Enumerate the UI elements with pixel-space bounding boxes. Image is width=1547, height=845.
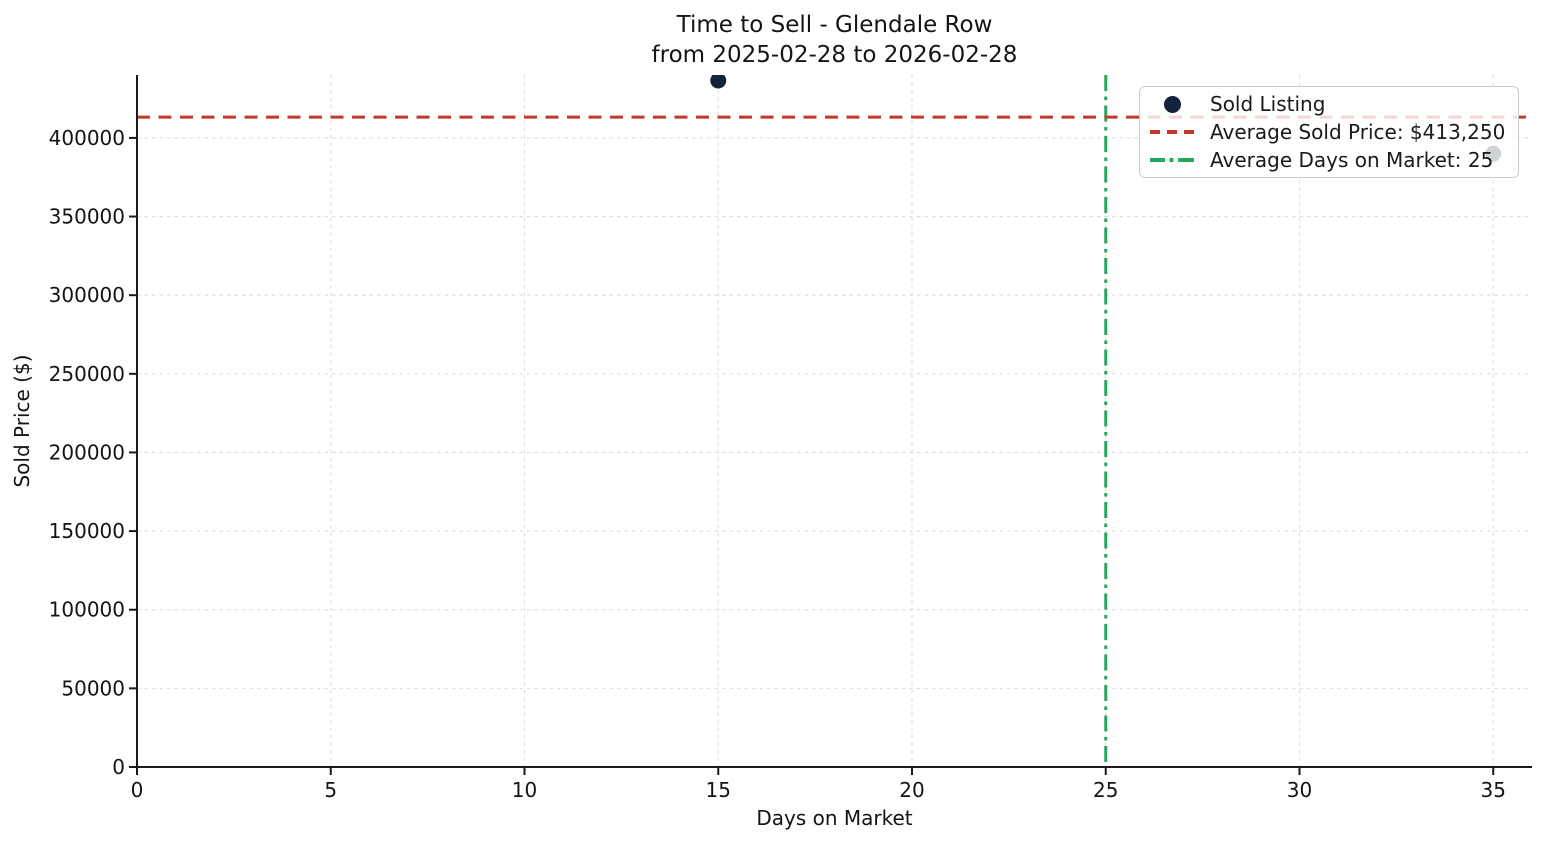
- y-tick-label: 300000: [49, 283, 125, 307]
- avg-price-dashed-line-icon: [1150, 130, 1194, 134]
- legend: Sold Listing Average Sold Price: $413,25…: [1139, 86, 1519, 178]
- y-tick-label: 100000: [49, 598, 125, 622]
- y-tick-label: 250000: [49, 362, 125, 386]
- legend-item-avg-sold-price: Average Sold Price: $413,250: [1140, 118, 1518, 146]
- y-tick-label: 400000: [49, 126, 125, 150]
- legend-marker-box: [1149, 158, 1195, 162]
- x-tick-label: 15: [706, 778, 731, 802]
- legend-label-avg-sold-price: Average Sold Price: $413,250: [1210, 120, 1506, 144]
- y-tick-label: 200000: [49, 440, 125, 464]
- tick-marks: [129, 136, 1495, 775]
- legend-item-sold-listing: Sold Listing: [1140, 90, 1518, 118]
- chart-title-line1: Time to Sell - Glendale Row: [676, 12, 993, 38]
- legend-label-sold-listing: Sold Listing: [1210, 92, 1326, 116]
- x-tick-label: 20: [899, 778, 924, 802]
- axes-spines: [136, 75, 1532, 768]
- x-tick-label: 25: [1093, 778, 1118, 802]
- x-tick-label: 0: [131, 778, 144, 802]
- legend-marker-box: [1149, 130, 1195, 134]
- legend-label-avg-days-on-market: Average Days on Market: 25: [1210, 148, 1494, 172]
- x-tick-label: 10: [512, 778, 537, 802]
- chart-title-line2: from 2025-02-28 to 2026-02-28: [651, 42, 1018, 68]
- x-axis-label: Days on Market: [756, 806, 913, 830]
- chart-title: Time to Sell - Glendale Row from 2025-02…: [137, 10, 1532, 70]
- y-tick-label: 0: [112, 755, 125, 779]
- legend-marker-box: [1149, 95, 1195, 113]
- y-tick-label: 350000: [49, 205, 125, 229]
- y-tick-label: 50000: [61, 676, 125, 700]
- x-tick-label: 30: [1287, 778, 1312, 802]
- gridlines: [136, 75, 1532, 768]
- x-tick-labels: 0 5 10 15 20 25 30 35: [131, 778, 1506, 802]
- legend-item-avg-days-on-market: Average Days on Market: 25: [1140, 146, 1518, 174]
- y-tick-label: 150000: [49, 519, 125, 543]
- sold-listing-dot-icon: [1163, 95, 1181, 113]
- avg-days-dashdot-line-icon: [1150, 158, 1194, 162]
- x-tick-label: 5: [324, 778, 337, 802]
- sold-listing-point: [710, 75, 727, 89]
- y-axis-label: Sold Price ($): [10, 354, 34, 488]
- y-tick-labels: 0 50000 100000 150000 200000 250000 300000 3500…: [49, 126, 125, 779]
- x-tick-label: 35: [1481, 778, 1506, 802]
